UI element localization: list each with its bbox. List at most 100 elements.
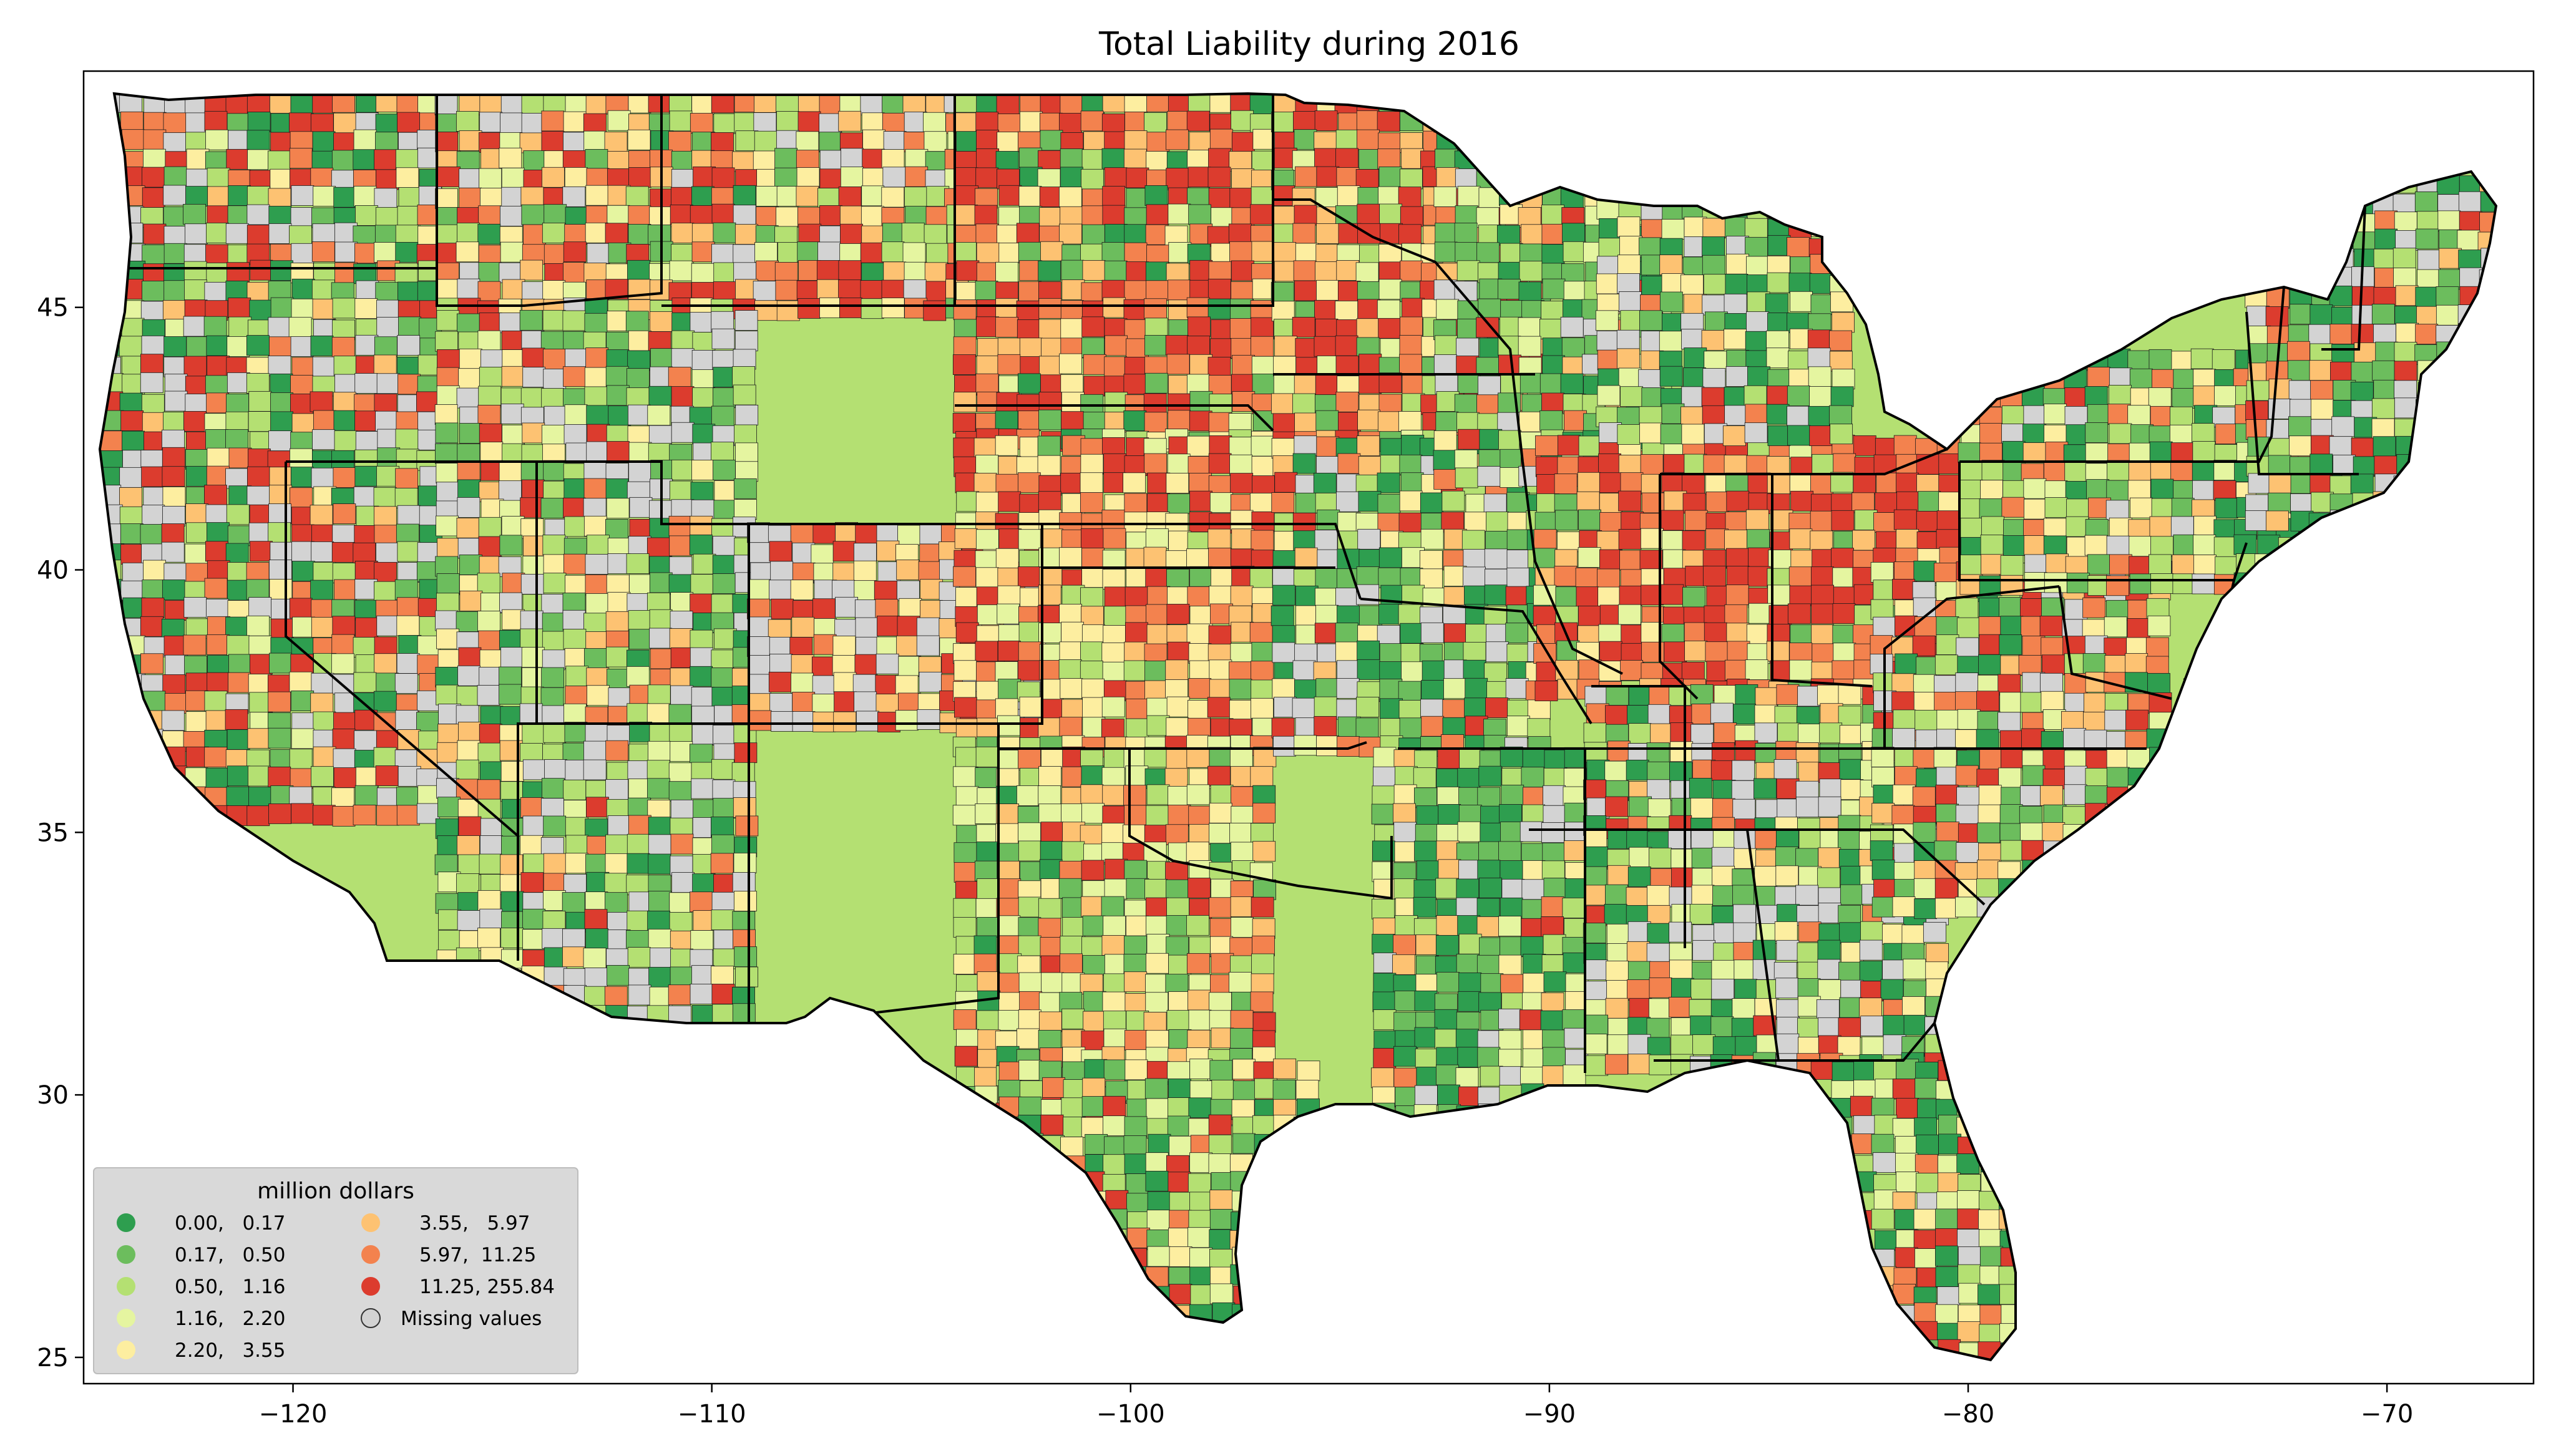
county-cell — [2310, 210, 2333, 231]
county-cell — [1714, 923, 1737, 943]
county-cell — [854, 599, 878, 620]
county-cell — [997, 225, 1020, 246]
county-cell — [376, 542, 399, 563]
county-cell — [1505, 132, 1528, 152]
county-cell — [1294, 1322, 1318, 1342]
county-cell — [1082, 955, 1106, 976]
county-cell — [1188, 1322, 1211, 1343]
county-cell — [1979, 1246, 2003, 1267]
county-cell — [141, 394, 165, 415]
county-cell — [1166, 915, 1189, 936]
county-cell — [647, 799, 671, 820]
county-cell — [520, 797, 544, 818]
county-cell — [2043, 879, 2066, 900]
county-cell — [861, 298, 884, 319]
county-cell — [333, 767, 357, 789]
county-cell — [819, 297, 842, 318]
county-cell — [953, 566, 976, 587]
county-cell — [1080, 661, 1103, 681]
county-cell — [648, 386, 672, 407]
county-cell — [2083, 692, 2107, 714]
county-cell — [2084, 785, 2108, 807]
county-cell — [819, 132, 842, 153]
county-cell — [1916, 511, 1939, 531]
county-cell — [1479, 937, 1502, 958]
county-cell — [1477, 860, 1501, 881]
county-cell — [1231, 1099, 1255, 1120]
county-cell — [1251, 336, 1274, 357]
county-cell — [1485, 641, 1509, 662]
county-cell — [2245, 195, 2268, 216]
county-cell — [1038, 918, 1061, 939]
county-cell — [334, 579, 358, 600]
county-cell — [1274, 261, 1297, 282]
county-cell — [1018, 1323, 1041, 1344]
county-cell — [1640, 454, 1664, 475]
county-cell — [311, 599, 334, 620]
county-cell — [331, 653, 354, 674]
county-cell — [1522, 860, 1546, 881]
county-cell — [1915, 1077, 1938, 1099]
county-cell — [1521, 94, 1544, 113]
county-cell — [882, 112, 905, 133]
county-cell — [1187, 316, 1211, 337]
county-cell — [585, 891, 608, 913]
county-cell — [480, 442, 504, 462]
county-cell — [1082, 915, 1106, 936]
county-cell — [479, 835, 503, 856]
county-cell — [995, 473, 1019, 495]
county-cell — [1039, 356, 1062, 377]
county-cell — [457, 497, 480, 518]
county-cell — [457, 854, 481, 875]
county-cell — [2106, 480, 2130, 501]
county-cell — [1501, 878, 1525, 900]
county-cell — [1229, 679, 1252, 700]
county-cell — [142, 784, 165, 805]
county-cell — [502, 279, 525, 300]
county-cell — [270, 94, 293, 114]
county-cell — [288, 112, 312, 133]
county-cell — [1038, 1030, 1061, 1051]
county-cell — [996, 768, 1020, 789]
county-cell — [838, 187, 862, 207]
county-cell — [1145, 1152, 1169, 1173]
county-cell — [627, 368, 650, 389]
county-cell — [2103, 823, 2127, 844]
county-cell — [2064, 406, 2088, 427]
county-cell — [1870, 561, 1894, 583]
county-cell — [1522, 749, 1546, 770]
county-cell — [2437, 210, 2461, 231]
county-cell — [1893, 435, 1917, 456]
county-cell — [997, 114, 1021, 134]
county-cell — [1956, 617, 1980, 638]
county-cell — [1500, 746, 1523, 767]
county-cell — [1480, 973, 1504, 994]
county-cell — [904, 187, 927, 208]
county-cell — [584, 313, 608, 334]
county-cell — [1037, 168, 1061, 190]
county-cell — [1817, 939, 1841, 961]
county-cell — [143, 112, 167, 133]
county-cell — [1789, 528, 1813, 550]
county-cell — [1419, 550, 1443, 571]
county-cell — [1271, 112, 1294, 132]
county-cell — [1851, 1210, 1875, 1231]
county-cell — [479, 724, 502, 744]
county-cell — [1936, 803, 1959, 825]
county-cell — [227, 635, 250, 656]
county-cell — [207, 447, 230, 468]
county-cell — [2393, 248, 2416, 269]
county-cell — [1018, 1115, 1041, 1135]
county-cell — [1038, 992, 1062, 1013]
county-cell — [769, 580, 792, 601]
county-cell — [522, 815, 546, 837]
county-cell — [1147, 586, 1171, 607]
county-cell — [1252, 785, 1276, 806]
county-cell — [1519, 1009, 1543, 1031]
county-cell — [163, 226, 187, 246]
county-cell — [668, 515, 692, 536]
county-cell — [854, 654, 878, 675]
county-cell — [1505, 150, 1529, 172]
county-cell — [691, 369, 715, 391]
county-cell — [2023, 1115, 2047, 1137]
